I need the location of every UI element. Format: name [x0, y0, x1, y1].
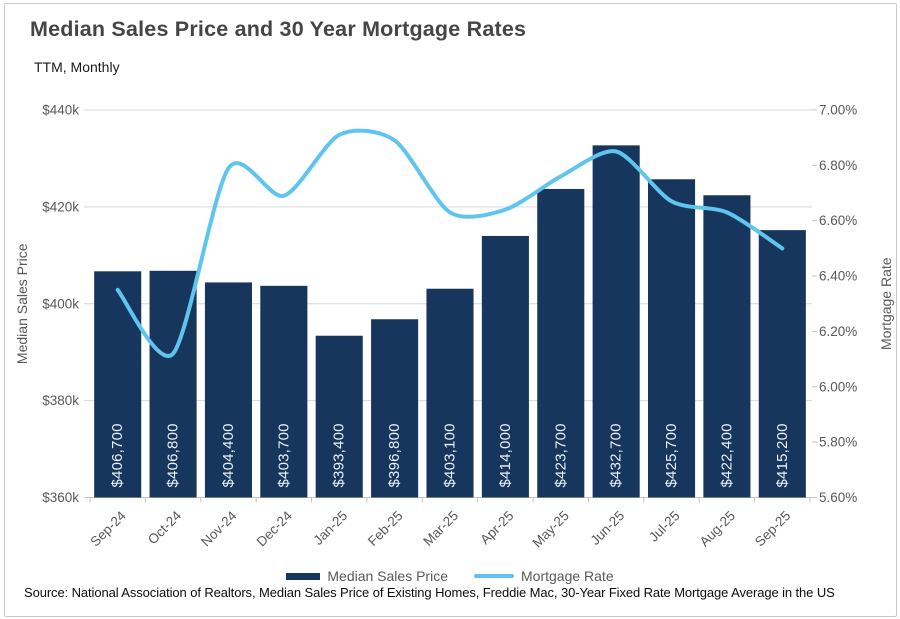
left-axis-tick-label: $440k: [42, 103, 79, 118]
x-axis-label: May-25: [529, 508, 571, 550]
x-axis-label: Sep-24: [87, 508, 129, 550]
left-axis-tick-label: $380k: [42, 393, 79, 408]
bar-Jan-25: [315, 335, 363, 498]
bar-value-label: $403,700: [275, 423, 292, 487]
bar-Sep-25: [758, 230, 806, 498]
x-axis-label: Dec-24: [254, 508, 296, 550]
bar-Nov-24: [204, 282, 252, 498]
bar-Jun-25: [592, 145, 640, 498]
x-axis-label: Jun-25: [587, 508, 627, 548]
right-axis-tick-label: 6.80%: [819, 158, 857, 173]
bar-Dec-24: [260, 285, 308, 498]
bar-value-label: $414,000: [497, 423, 514, 487]
bar-value-label: $422,400: [718, 423, 735, 487]
legend-label: Median Sales Price: [327, 568, 448, 584]
bar-series-swatch: [286, 572, 321, 580]
bar-value-label: $415,200: [774, 423, 791, 487]
left-axis-tick-label: $400k: [42, 296, 79, 311]
bar-Feb-25: [371, 319, 419, 498]
right-axis-tick-label: 6.40%: [819, 269, 857, 284]
bar-value-label: $393,400: [331, 423, 348, 487]
x-axis-label: Aug-25: [697, 508, 738, 549]
bar-Apr-25: [481, 235, 529, 498]
bar-value-label: $406,700: [109, 423, 126, 487]
left-axis-title: Median Sales Price: [14, 243, 30, 364]
legend-item-mortgage-rate: Mortgage Rate: [474, 568, 614, 584]
right-axis-tick-label: 6.60%: [819, 213, 857, 228]
line-series-swatch: [474, 574, 514, 578]
right-axis-tick-label: 7.00%: [819, 103, 857, 118]
chart-subtitle: TTM, Monthly: [34, 59, 120, 75]
bar-value-label: $425,700: [663, 423, 680, 487]
x-axis-label: Mar-25: [420, 508, 461, 549]
legend-label: Mortgage Rate: [521, 568, 614, 584]
bar-value-label: $406,800: [165, 423, 182, 487]
legend: Median Sales Price Mortgage Rate: [0, 568, 900, 584]
bar-Jul-25: [648, 179, 696, 498]
bar-value-label: $403,100: [442, 423, 459, 487]
right-axis-tick-label: 6.00%: [819, 379, 857, 394]
x-axis-label: Apr-25: [477, 508, 516, 547]
right-axis-tick-label: 5.80%: [819, 435, 857, 450]
x-axis-label: Feb-25: [365, 508, 406, 549]
x-axis-label: Jan-25: [311, 508, 351, 548]
bar-Aug-25: [703, 195, 751, 498]
bar-value-label: $423,700: [552, 423, 569, 487]
bar-value-label: $432,700: [608, 423, 625, 487]
x-axis-label: Sep-25: [752, 508, 793, 549]
source-attribution: Source: National Association of Realtors…: [24, 585, 835, 600]
bar-Mar-25: [426, 288, 474, 498]
bar-May-25: [537, 188, 585, 498]
x-axis-label: Nov-24: [198, 508, 240, 550]
left-axis-tick-label: $420k: [42, 199, 79, 214]
mortgage-rate-line: [115, 128, 785, 358]
right-axis-title: Mortgage Rate: [878, 257, 894, 350]
bar-Sep-24: [94, 271, 142, 498]
right-axis-tick-label: 5.60%: [819, 490, 857, 505]
legend-item-median-sales-price: Median Sales Price: [286, 568, 448, 584]
bar-value-label: $396,800: [386, 423, 403, 487]
bar-value-label: $404,400: [220, 423, 237, 487]
left-axis-tick-label: $360k: [42, 490, 79, 505]
x-axis-label: Oct-24: [145, 508, 185, 548]
right-axis-tick-label: 6.20%: [819, 324, 857, 339]
x-axis-label: Jul-25: [646, 508, 683, 545]
chart-title: Median Sales Price and 30 Year Mortgage …: [30, 17, 527, 41]
